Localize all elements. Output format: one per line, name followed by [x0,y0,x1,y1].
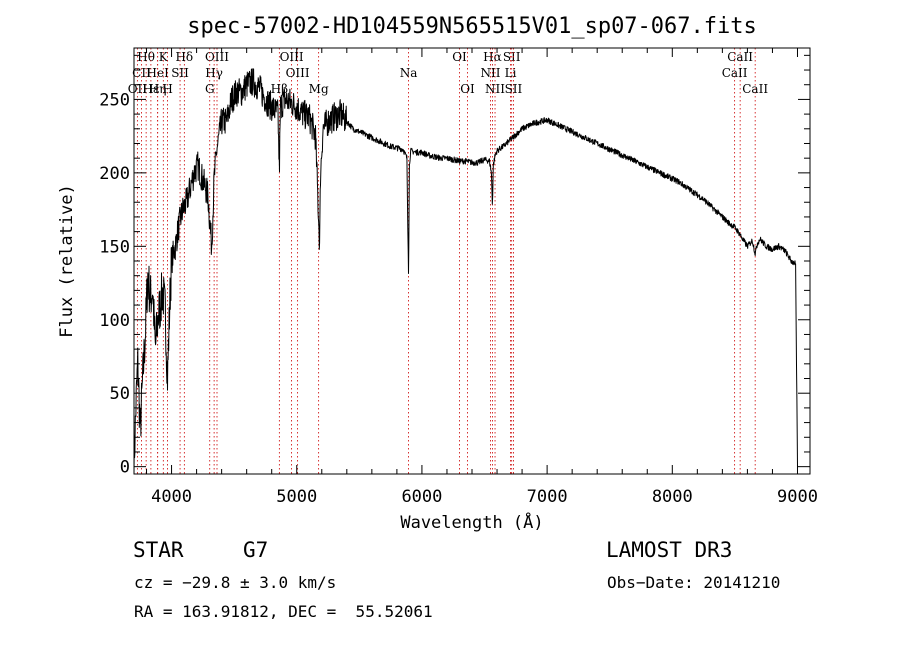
line-marker-label: NII [485,82,505,96]
line-marker-label: G [205,82,215,96]
x-tick-label: 7000 [527,487,568,507]
spectral-class: G7 [243,538,269,562]
y-tick-label: 100 [99,311,130,331]
line-marker-label: SII [505,82,523,96]
line-marker-label: K [159,50,169,64]
line-marker-label: Hη [149,82,167,96]
line-marker-label: Hδ [175,50,193,64]
line-marker-label: CaII [727,50,753,64]
y-tick-label: 50 [110,384,130,404]
x-tick-label: 6000 [401,487,442,507]
axis-ticks: 4000 5000 6000 7000 8000 9000 0 50 100 150 200 250 [99,48,818,507]
y-tick-label: 150 [99,237,130,257]
line-marker-label: Hα [483,50,502,64]
line-marker-label: Hγ [205,66,223,80]
line-marker-label: NII [481,66,501,80]
y-axis-title: Flux (relative) [57,184,77,338]
line-marker-label: SII [171,66,189,80]
line-marker-label: H [162,82,172,96]
plot-frame [133,47,811,475]
line-marker-label: Mg [309,82,329,96]
x-tick-label: 8000 [652,487,693,507]
chart-title: spec-57002-HD104559N565515V01_sp07-067.f… [187,14,757,39]
line-marker-label: CII [132,66,151,80]
y-tick-label: 200 [99,164,130,184]
x-axis-title: Wavelength (Å) [400,511,543,533]
x-tick-label: 5000 [276,487,317,507]
line-marker-label: Li [505,66,517,80]
sky-coordinates: RA = 163.91812, DEC = 55.52061 [134,602,433,621]
line-marker-label: OIII [286,66,310,80]
line-marker-label: SII [503,50,521,64]
object-type: STAR [133,538,184,562]
line-marker-label: Hβ [271,82,288,96]
x-tick-label: 9000 [777,487,818,507]
x-tick-label: 4000 [151,487,192,507]
survey-name: LAMOST DR3 [606,538,733,562]
line-marker-label: Na [400,66,418,80]
observation-date: Obs−Date: 20141210 [607,573,781,592]
y-tick-label: 250 [99,90,130,110]
line-marker-label: CaII [742,82,768,96]
line-marker-label: OIII [280,50,304,64]
line-marker-label: OII [128,82,148,96]
line-marker-label: OIII [205,50,229,64]
line-marker-label: OI [452,50,467,64]
line-marker-label: Hε [143,82,160,96]
line-marker-label: CaII [722,66,748,80]
spectrum-line [133,68,798,475]
redshift-readout: cz = −29.8 ± 3.0 km/s [134,573,337,592]
line-marker-label: OI [460,82,475,96]
y-tick-label: 0 [120,458,130,478]
